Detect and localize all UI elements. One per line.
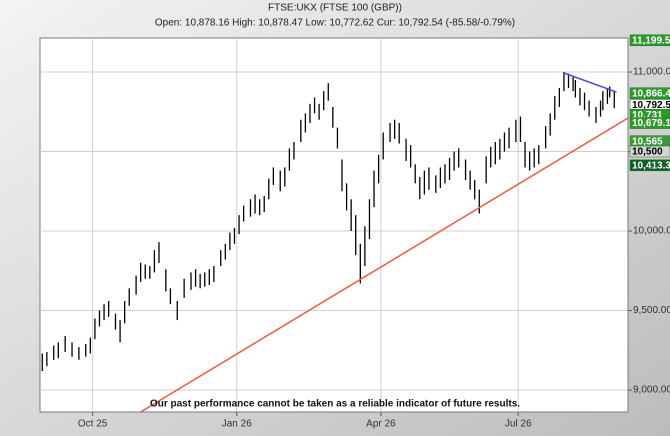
price-tag-label: 10,866.4: [632, 88, 670, 99]
price-tag-label: 10,500: [632, 147, 663, 158]
y-tick-label: 11,000.00: [633, 67, 670, 78]
plot-area: [39, 37, 629, 413]
trend-line: [140, 117, 628, 412]
overlay: 9,000.009,500.0010,000.0010,500.0011,000…: [78, 34, 670, 430]
plot: [40, 38, 628, 412]
x-tick-label: Jan 26: [222, 419, 252, 430]
price-tag-label: 10,792.5: [632, 100, 670, 111]
price-tag: [629, 117, 670, 129]
price-tag-label: 10,731: [632, 110, 663, 121]
trend-line: [563, 72, 617, 93]
chart-subtitle: Open: 10,878.16 High: 10,878.47 Low: 10,…: [155, 18, 515, 29]
x-tick-label: Jul 26: [505, 419, 532, 430]
price-tag-label: 10,679.1: [632, 118, 670, 129]
disclaimer: Our past performance cannot be taken as …: [150, 399, 520, 410]
price-tag: [629, 159, 670, 172]
price-tag-label: 10,413.3: [632, 160, 670, 171]
y-tick-label: 9,500.00: [633, 305, 670, 316]
price-tag: [629, 145, 670, 158]
price-tag-label: 11,199.5: [632, 35, 670, 46]
y-tick-label: 10,000.00: [633, 226, 670, 237]
x-tick-label: Apr 26: [366, 419, 396, 430]
price-tag-label: 10,565: [632, 136, 663, 147]
y-tick-label: 9,000.00: [633, 385, 670, 396]
price-tag: [629, 34, 670, 47]
price-tag: [629, 87, 670, 100]
chart-title: FTSE:UKX (FTSE 100 (GBP)): [268, 3, 402, 14]
x-tick-label: Oct 25: [78, 419, 108, 430]
